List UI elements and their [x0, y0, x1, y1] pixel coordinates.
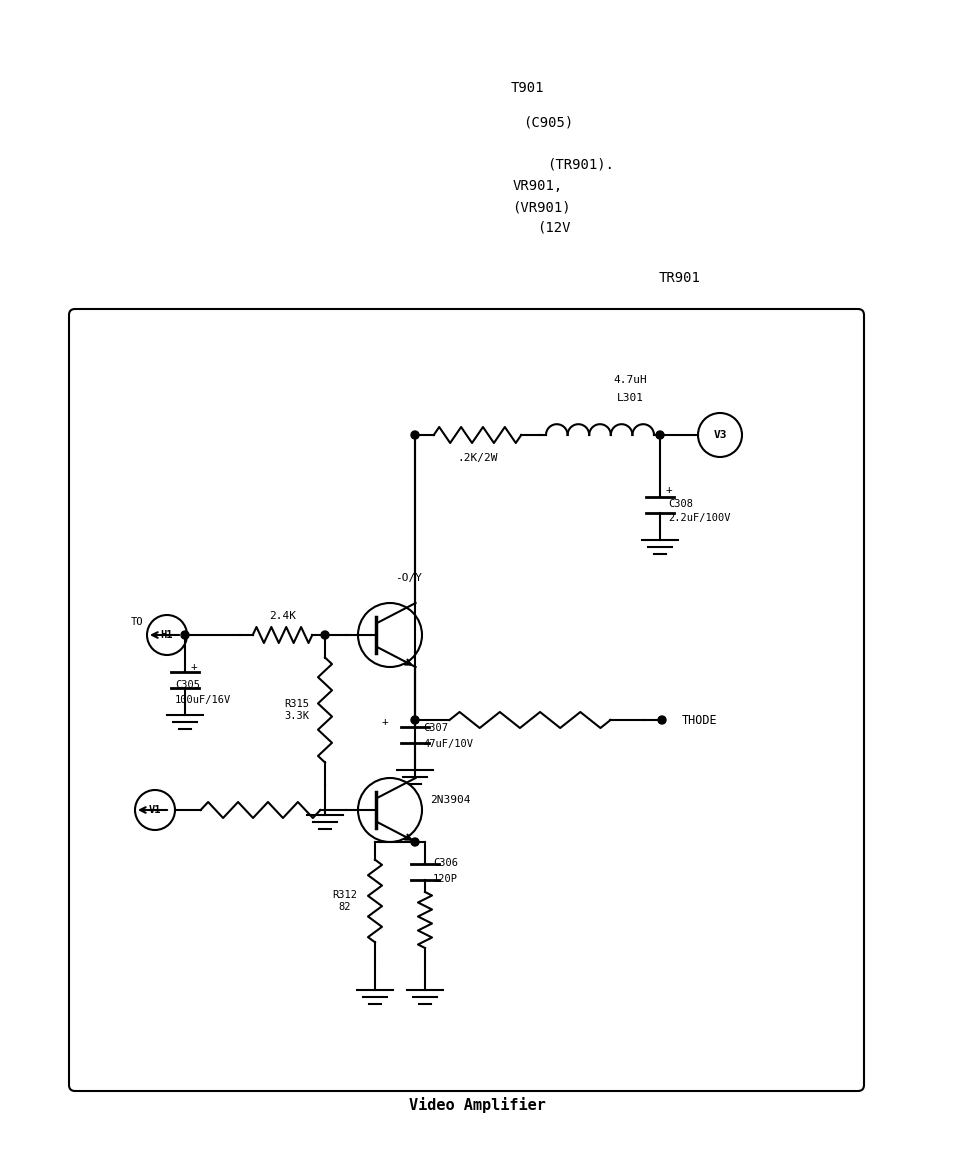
Text: R315
3.3K: R315 3.3K: [284, 699, 309, 721]
Text: C307: C307: [422, 723, 448, 734]
Text: 2N3904: 2N3904: [430, 795, 470, 805]
Text: 2.2uF/100V: 2.2uF/100V: [667, 513, 730, 523]
Text: .2K/2W: .2K/2W: [456, 454, 497, 463]
Text: 100uF/16V: 100uF/16V: [174, 695, 231, 705]
Text: H1: H1: [161, 631, 173, 640]
Circle shape: [656, 432, 663, 439]
Text: L301: L301: [616, 393, 643, 403]
Text: 4.7uH: 4.7uH: [613, 375, 646, 385]
Text: V1: V1: [149, 805, 161, 815]
Text: THODE: THODE: [681, 714, 717, 727]
Text: (TR901).: (TR901).: [546, 157, 613, 171]
Text: C308: C308: [667, 499, 692, 509]
Text: 2.4K: 2.4K: [269, 611, 295, 621]
Text: VR901,: VR901,: [512, 179, 562, 193]
Circle shape: [320, 631, 329, 639]
Text: R312
82: R312 82: [333, 890, 357, 912]
Text: (12V: (12V: [537, 221, 570, 235]
Text: 47uF/10V: 47uF/10V: [422, 739, 473, 749]
Text: +: +: [381, 717, 388, 727]
Circle shape: [181, 631, 189, 639]
Text: T901: T901: [510, 81, 543, 95]
Circle shape: [411, 432, 418, 439]
Circle shape: [411, 716, 418, 724]
Text: TR901: TR901: [658, 271, 700, 285]
Text: (C905): (C905): [522, 116, 573, 130]
Circle shape: [411, 838, 418, 846]
Text: C306: C306: [433, 858, 457, 868]
Text: C305: C305: [174, 680, 200, 690]
Text: V3: V3: [713, 430, 726, 440]
Text: +: +: [665, 485, 672, 495]
Text: -O/Y: -O/Y: [395, 573, 421, 583]
Text: TO: TO: [131, 617, 143, 627]
Text: +: +: [191, 662, 197, 672]
Text: 120P: 120P: [433, 874, 457, 884]
Text: Video Amplifier: Video Amplifier: [408, 1097, 545, 1113]
Text: (VR901): (VR901): [512, 200, 570, 214]
Circle shape: [658, 716, 665, 724]
